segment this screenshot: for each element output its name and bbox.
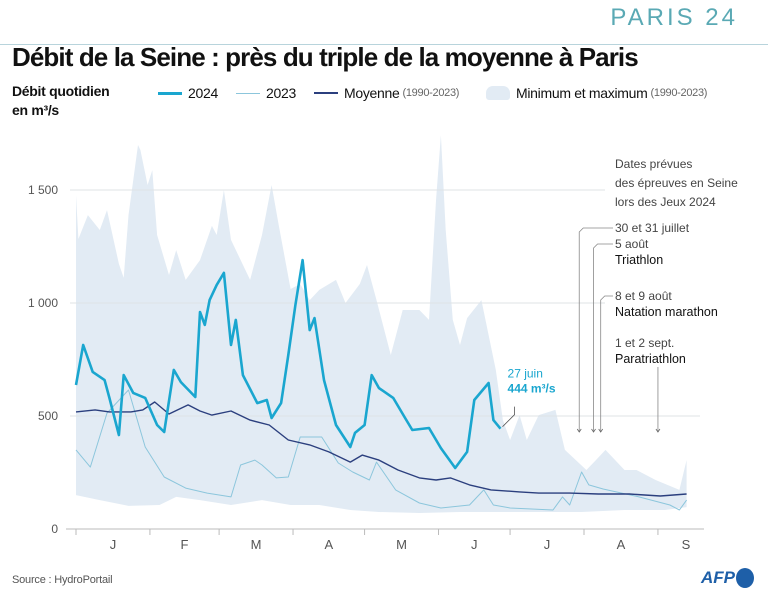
legend-item-range: Minimum et maximum (1990-2023) xyxy=(486,85,707,101)
legend-swatch-range xyxy=(486,86,510,100)
y-tick-label: 1 000 xyxy=(28,296,58,310)
afp-logo-dot xyxy=(736,568,754,588)
events-title-line: Dates prévues xyxy=(615,157,692,171)
event-sport-label: Triathlon xyxy=(615,253,663,267)
event-leader-line xyxy=(593,243,613,432)
legend-label-range: Minimum et maximum xyxy=(516,85,648,101)
series-line-2023 xyxy=(75,389,688,511)
legend-label-2023: 2023 xyxy=(266,85,296,101)
paris-2024-logo: PARIS 24 xyxy=(610,4,738,31)
y-tick-label: 0 xyxy=(51,522,58,536)
event-arrow-icon xyxy=(576,428,582,433)
legend-item-average: Moyenne (1990-2023) xyxy=(314,85,459,101)
source-note: Source : HydroPortail xyxy=(12,574,113,586)
y-tick-label: 500 xyxy=(38,409,58,423)
event-date-label: 5 août xyxy=(615,237,649,251)
y-axis-label-line2: en m³/s xyxy=(12,102,59,118)
x-tick-label: S xyxy=(682,537,691,552)
legend-label-2024: 2024 xyxy=(188,85,218,101)
legend-period-average: (1990-2023) xyxy=(402,87,460,99)
x-tick-label: J xyxy=(110,537,117,552)
event-leader-line xyxy=(578,227,613,432)
annotation-date: 27 juin xyxy=(508,367,543,381)
series-line-2024 xyxy=(74,258,502,470)
event-arrow-icon xyxy=(598,428,604,433)
x-tick-label: J xyxy=(544,537,551,552)
events-title-line: des épreuves en Seine xyxy=(615,176,738,190)
min-max-range-area xyxy=(76,135,687,513)
chart-title: Débit de la Seine : près du triple de la… xyxy=(12,42,639,72)
afp-logo-text: AFP xyxy=(701,568,735,587)
legend-swatch-average xyxy=(314,92,338,94)
x-tick-label: A xyxy=(617,537,626,552)
legend-item-2024: 2024 xyxy=(158,85,218,101)
event-sport-label: Natation marathon xyxy=(615,305,718,319)
x-tick-label: A xyxy=(324,537,333,552)
event-sport-label: Paratriathlon xyxy=(615,352,686,366)
x-tick-label: M xyxy=(251,537,262,552)
legend-swatch-2023 xyxy=(236,92,260,94)
event-leader-line xyxy=(600,295,613,432)
afp-logo: AFP xyxy=(701,568,754,588)
event-arrow-icon xyxy=(655,428,661,433)
legend-swatch-2024 xyxy=(158,91,182,95)
legend-period-range: (1990-2023) xyxy=(650,87,708,99)
event-date-label: 8 et 9 août xyxy=(615,289,672,303)
annotation-leader xyxy=(502,406,515,427)
legend-item-2023: 2023 xyxy=(236,85,296,101)
x-tick-label: F xyxy=(181,537,189,552)
x-tick-label: M xyxy=(396,537,407,552)
event-date-label: 1 et 2 sept. xyxy=(615,336,674,350)
series-line-moyenne xyxy=(75,401,687,497)
y-axis-label-line1: Débit quotidien xyxy=(12,83,110,99)
header-divider xyxy=(0,44,768,45)
y-axis-label: Débit quotidien en m³/s xyxy=(12,82,110,120)
x-tick-label: J xyxy=(471,537,478,552)
events-title-line: lors des Jeux 2024 xyxy=(615,195,716,209)
y-tick-label: 1 500 xyxy=(28,183,58,197)
event-date-label: 30 et 31 juillet xyxy=(615,221,690,235)
annotation-value: 444 m³/s xyxy=(508,382,556,396)
event-arrow-icon xyxy=(591,428,596,433)
legend-label-average: Moyenne xyxy=(344,85,400,101)
